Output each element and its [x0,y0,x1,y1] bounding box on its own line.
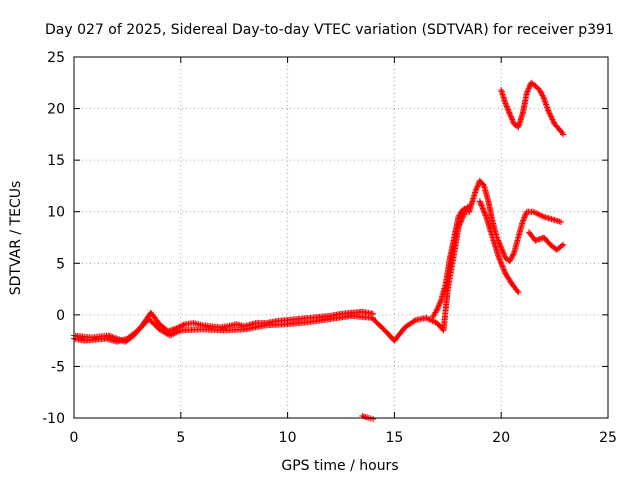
series-late-lower [476,198,522,296]
series-upper [498,79,567,138]
series-low-band-lower [71,312,376,345]
marker-trace [466,177,564,265]
grid-lines [74,57,608,418]
y-tick-label: 15 [47,153,65,169]
marker-trace [526,229,567,253]
x-tick-label: 25 [599,430,617,446]
x-tick-label: 0 [70,430,79,446]
series-outlier [359,412,376,422]
marker-trace [429,203,473,320]
y-tick-label: 0 [56,308,65,324]
data-series [71,79,567,422]
x-tick-label: 5 [176,430,185,446]
y-tick-label: 5 [56,256,65,272]
y-tick-label: 25 [47,50,65,66]
x-tick-label: 20 [492,430,510,446]
axis-ticks: 0 5 10 15 20 25 -10 -5 0 5 10 15 20 25 [42,50,617,446]
marker-trace [498,79,567,138]
x-tick-label: 10 [279,430,297,446]
marker-trace [359,412,376,422]
series-transition-rise [429,203,473,320]
y-tick-label: 20 [47,102,65,118]
y-axis-label: SDTVAR / TECUs [8,181,24,296]
y-tick-label: -5 [51,359,65,375]
y-tick-label: 10 [47,205,65,221]
x-tick-label: 15 [385,430,403,446]
marker-trace [71,312,376,345]
marker-trace [476,198,522,296]
series-late-side [526,229,567,253]
plot-frame [73,56,609,419]
y-tick-label: -10 [42,411,65,427]
chart-title: Day 027 of 2025, Sidereal Day-to-day VTE… [45,22,614,38]
series-late-main [466,177,564,265]
x-axis-label: GPS time / hours [281,458,398,474]
